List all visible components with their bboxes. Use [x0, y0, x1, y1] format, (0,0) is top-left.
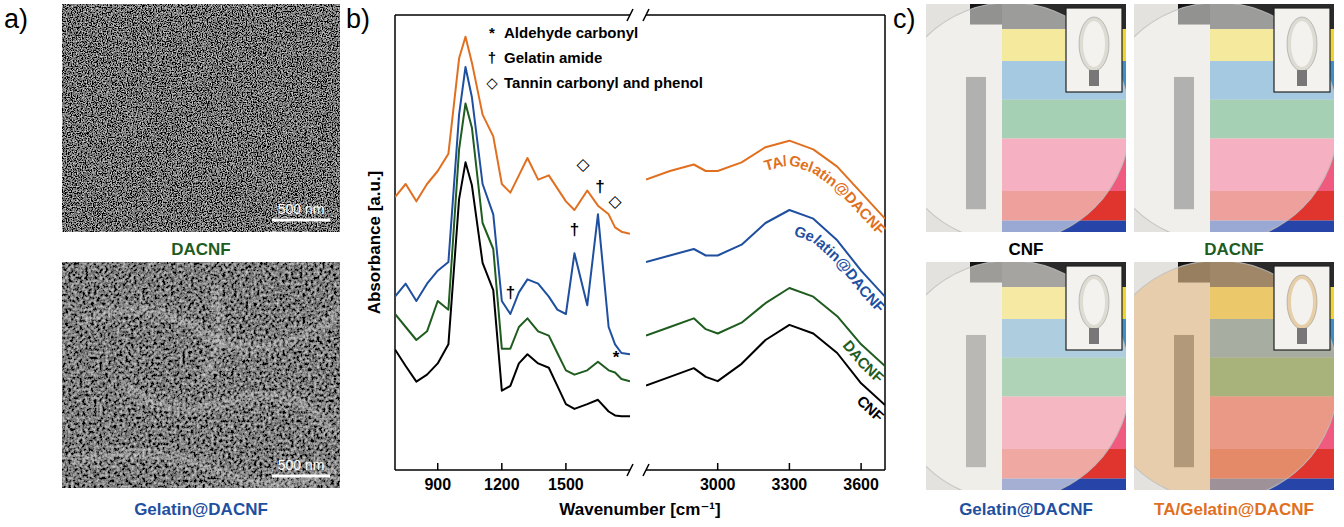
x-tick: [565, 463, 567, 470]
sem-texture: [62, 4, 340, 232]
series-label: CNF: [854, 392, 888, 425]
film: [1134, 4, 1334, 232]
photo: [1134, 4, 1334, 232]
clamp: [1297, 328, 1307, 344]
x-tick: [860, 463, 862, 470]
x-tick: [501, 463, 503, 470]
inset: [1066, 266, 1122, 350]
frame-top: [646, 14, 885, 16]
key-symbol: *: [489, 24, 495, 41]
sem-shade: [62, 4, 340, 232]
series-group: [395, 37, 630, 417]
x-axis-line: [646, 469, 885, 471]
fiber-streak: [82, 309, 340, 348]
x-tick-label: 3000: [700, 476, 736, 493]
image-caption: DACNF: [171, 240, 231, 259]
photo: [926, 4, 1126, 232]
sem-background: [62, 4, 340, 232]
fiber-streak: [122, 382, 332, 432]
film-loop: [1081, 19, 1107, 69]
peak-marker: ◇: [609, 192, 623, 211]
key-symbol: ◇: [486, 74, 498, 91]
image-caption: Gelatin@DACNF: [134, 500, 268, 519]
scale-bar: [272, 219, 330, 222]
film: [926, 4, 1126, 232]
series-label-path: DACNF: [840, 337, 888, 386]
film-loop: [1289, 277, 1315, 327]
photo-caption: Gelatin@DACNF: [959, 500, 1093, 519]
key-label: Tannin carbonyl and phenol: [504, 74, 703, 91]
x-axis-title: Wavenumber [cm⁻¹]: [559, 500, 720, 519]
film-loop-edge: [1079, 275, 1109, 329]
sem-image: [62, 4, 340, 232]
scale-bar-label: 500 nm: [278, 457, 325, 473]
figure: a) 500 nm DACNF 500 nm Gelatin@DACNF b) 900 120…: [0, 0, 1344, 527]
peak-marker: †: [506, 283, 515, 302]
clamp: [1089, 328, 1099, 344]
peak-marker: *: [613, 348, 620, 367]
x-tick-label: 1200: [484, 476, 520, 493]
x-tick-label: 3600: [843, 476, 879, 493]
spectrum-line: [646, 325, 885, 405]
clamp: [1297, 70, 1307, 86]
fiber-streak: [202, 282, 220, 382]
film-loop: [1289, 19, 1315, 69]
film: [926, 262, 1126, 490]
photo-caption: CNF: [1009, 240, 1044, 259]
key-symbol: †: [488, 49, 496, 66]
series-label: DACNF: [840, 337, 888, 386]
photo: [1134, 262, 1334, 490]
series-label: Gelatin@DACNF: [792, 222, 889, 315]
x-tick-label: 3300: [772, 476, 808, 493]
film-loop-edge: [1287, 275, 1317, 329]
x-tick-label: 900: [424, 476, 451, 493]
series-label-path: Gelatin@DACNF: [792, 222, 889, 315]
photo-caption: DACNF: [1204, 240, 1264, 259]
axis-break: [627, 9, 633, 21]
panel-letter: a): [4, 4, 28, 34]
scale-bar: [272, 475, 330, 478]
peak-marker: †: [595, 177, 604, 196]
film-loop-edge: [1079, 17, 1109, 71]
axis-frame: [646, 15, 885, 470]
clamp: [1089, 70, 1099, 86]
x-axis-line: [395, 469, 630, 471]
peak-marker: †: [570, 220, 579, 239]
sem-image: [62, 262, 340, 488]
film-loop: [1081, 277, 1107, 327]
frame-top: [395, 14, 630, 16]
x-tick: [789, 463, 791, 470]
film-loop-edge: [1287, 17, 1317, 71]
axis-break: [627, 464, 633, 476]
fiber-streak: [72, 454, 340, 485]
peak-marker: ◇: [576, 155, 590, 174]
photo: [926, 262, 1126, 490]
y-axis-title: Absorbance [a.u.]: [365, 171, 384, 315]
x-tick: [717, 463, 719, 470]
key-label: Aldehyde carbonyl: [504, 24, 638, 41]
series-label-path: CNF: [854, 392, 888, 425]
spectrum-line: [395, 37, 630, 234]
series-label: TA/Gelatin@DACNF: [762, 151, 889, 238]
series-label-path: TA/Gelatin@DACNF: [762, 151, 889, 238]
panel-letter: b): [346, 4, 370, 34]
x-tick: [437, 463, 439, 470]
inset: [1274, 8, 1330, 92]
y-axis-line: [394, 15, 396, 470]
inset: [1274, 266, 1330, 350]
x-tick-label: 1500: [548, 476, 584, 493]
panel-letter: c): [893, 4, 916, 34]
spectrum-line: [395, 67, 630, 354]
photo-caption: TA/Gelatin@DACNF: [1154, 500, 1314, 519]
frame-right: [884, 15, 886, 470]
inset: [1066, 8, 1122, 92]
film: [1134, 262, 1334, 490]
scale-bar-label: 500 nm: [278, 201, 325, 217]
key-label: Gelatin amide: [504, 49, 602, 66]
